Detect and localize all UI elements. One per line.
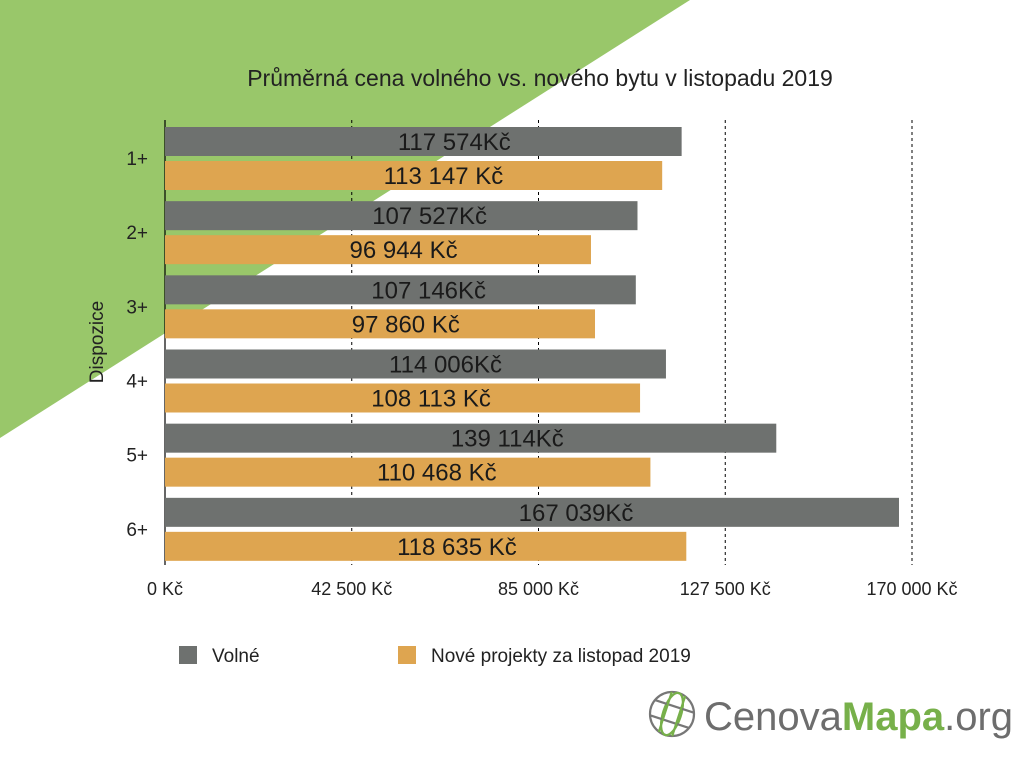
bar-volne-3	[165, 275, 636, 305]
category-label: 2+	[126, 223, 148, 244]
bar-value-label: 110 468 Kč	[377, 460, 497, 487]
bar-nove-1	[165, 161, 663, 190]
bar-volne-5	[165, 423, 777, 453]
legend-label-volne: Volné	[212, 646, 260, 667]
logo-text-cenova: Cenova	[704, 695, 843, 739]
bar-value-label: 117 574Kč	[398, 129, 511, 156]
bar-volne-1	[165, 127, 682, 156]
legend-swatch-volne	[179, 646, 197, 664]
category-label: 4+	[126, 372, 148, 393]
bars-group: 117 574Kč 113 147 Kč 107 527Kč 96 944 Kč 107…	[165, 127, 899, 561]
x-tick-label: 127 500 Kč	[680, 579, 771, 599]
category-label: 6+	[126, 520, 148, 541]
bar-value-label: 114 006Kč	[389, 352, 502, 379]
bar-value-label: 107 527Kč	[372, 203, 487, 230]
bar-nove-4	[165, 383, 641, 413]
y-axis-label: Dispozice	[87, 301, 108, 383]
bar-nove-3	[165, 309, 596, 339]
x-tick-labels: 0 Kč 42 500 Kč 85 000 Kč 127 500 Kč 170 000 …	[147, 579, 958, 599]
category-label: 1+	[126, 149, 148, 170]
chart-title: Průměrná cena volného vs. nového bytu v …	[247, 65, 833, 91]
bar-value-label: 113 147 Kč	[384, 163, 504, 190]
bar-nove-5	[165, 457, 651, 487]
legend-swatch-nove	[398, 646, 416, 664]
x-tick-label: 170 000 Kč	[866, 579, 957, 599]
bar-volne-6	[165, 497, 899, 527]
bar-value-label: 139 114Kč	[451, 426, 564, 453]
logo-text-mapa: Mapa	[842, 695, 945, 739]
bar-value-label: 96 944 Kč	[350, 237, 458, 264]
bar-value-label: 97 860 Kč	[352, 311, 460, 338]
logo: CenovaMapa.org	[648, 690, 1013, 739]
category-label: 5+	[126, 446, 148, 467]
x-tick-label: 0 Kč	[147, 579, 183, 599]
bar-volne-2	[165, 201, 638, 231]
svg-text:CenovaMapa.org: CenovaMapa.org	[704, 695, 1013, 739]
globe-icon	[648, 690, 696, 738]
x-tick-label: 42 500 Kč	[311, 579, 392, 599]
category-labels: 1+ 2+ 3+ 4+ 5+ 6+	[126, 149, 148, 541]
bar-value-label: 107 146Kč	[371, 277, 486, 304]
bar-nove-2	[165, 235, 591, 265]
legend-label-nove: Nové projekty za listopad 2019	[431, 646, 691, 667]
x-tick-label: 85 000 Kč	[498, 579, 579, 599]
category-label: 3+	[126, 297, 148, 318]
logo-text-org: .org	[944, 695, 1013, 739]
bar-value-label: 118 635 Kč	[397, 534, 517, 561]
bar-nove-6	[165, 531, 687, 561]
bar-volne-4	[165, 349, 666, 379]
grid-lines	[164, 120, 913, 565]
bar-value-label: 167 039Kč	[519, 500, 634, 527]
bar-value-label: 108 113 Kč	[371, 386, 491, 413]
legend: Volné Nové projekty za listopad 2019	[179, 646, 691, 667]
